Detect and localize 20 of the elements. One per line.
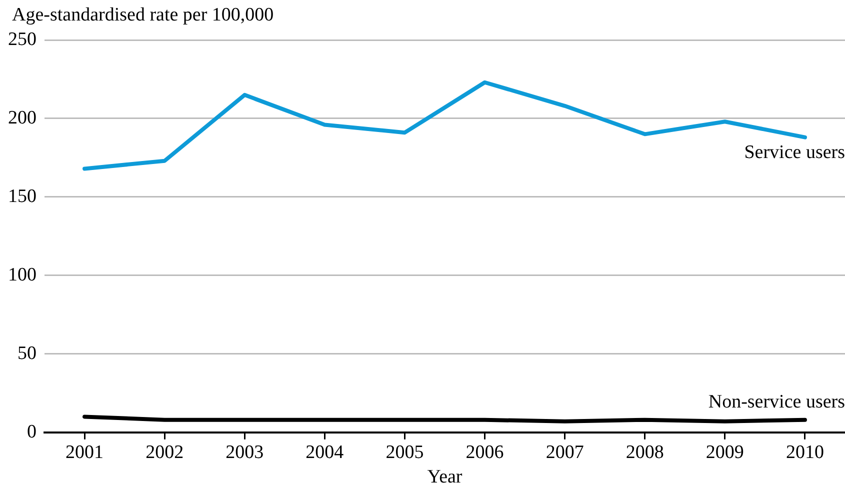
y-tick-label: 50 [18, 342, 36, 364]
x-axis-title: Year [427, 466, 463, 488]
x-tick-label: 2006 [466, 442, 504, 463]
x-tick-label: 2001 [66, 442, 104, 463]
y-tick-label: 150 [8, 186, 36, 207]
x-tick-label: 2010 [786, 442, 824, 463]
y-axis-title: Age-standardised rate per 100,000 [12, 4, 274, 26]
x-tick-label: 2008 [626, 442, 664, 463]
x-tick-label: 2005 [386, 442, 424, 463]
x-tick-label: 2004 [306, 442, 344, 463]
x-tick-label: 2003 [226, 442, 264, 463]
y-tick-label: 0 [27, 421, 36, 442]
series-label: Service users [744, 142, 845, 163]
x-tick-label: 2009 [706, 442, 744, 463]
x-tick-label: 2002 [146, 442, 184, 463]
y-tick-label: 250 [8, 28, 36, 50]
y-tick-label: 100 [8, 264, 36, 286]
y-tick-label: 200 [8, 107, 36, 128]
series-label: Non-service users [708, 391, 845, 412]
x-tick-label: 2007 [546, 442, 584, 463]
